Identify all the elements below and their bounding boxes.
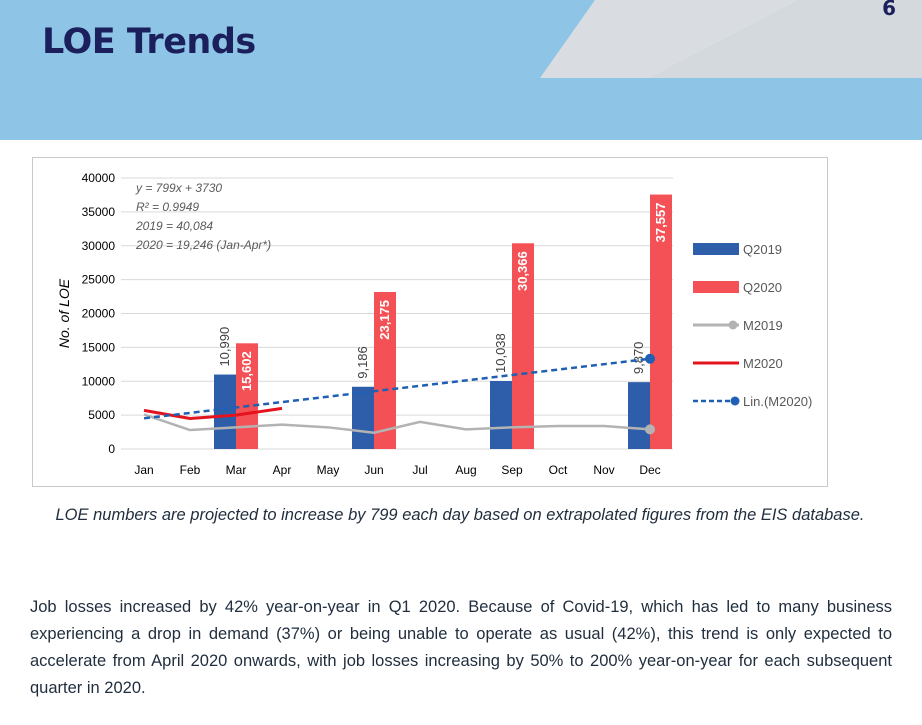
x-tick-label: Feb [180, 463, 201, 477]
chart-frame: 0 5000 10000 15000 20000 25000 30000 35000 40000… [32, 157, 828, 487]
x-tick-label: Dec [639, 463, 660, 477]
chart-caption: LOE numbers are projected to increase by… [55, 506, 865, 524]
equation-annotation: R² = 0.9949 [136, 200, 199, 214]
series-line-m2019 [143, 413, 651, 434]
trendline-marker [645, 353, 655, 364]
x-tick-label: Jun [364, 463, 383, 477]
equation-annotation: y = 799x + 3730 [135, 181, 222, 195]
data-label: 15,602 [239, 351, 254, 391]
x-tick-label: Jul [412, 463, 427, 477]
equation-annotation: 2020 = 19,246 (Jan-Apr*) [135, 238, 271, 252]
body-paragraph: Job losses increased by 42% year-on-year… [30, 598, 892, 697]
y-tick-label: 5000 [88, 408, 115, 422]
data-label: 37,557 [653, 203, 668, 243]
legend-label: M2020 [743, 356, 783, 371]
legend-swatch [728, 320, 738, 330]
data-label: 9,186 [355, 346, 370, 379]
bar-q2019 [352, 386, 374, 449]
x-tick-label: Oct [549, 463, 568, 477]
x-tick-label: Sep [501, 463, 523, 477]
y-tick-label: 35000 [82, 205, 116, 219]
data-label: 23,175 [377, 300, 392, 340]
bar-q2020 [512, 243, 534, 449]
legend-label: Q2020 [743, 280, 782, 295]
y-tick-label: 30000 [82, 239, 116, 253]
legend-swatch [693, 243, 739, 255]
y-tick-label: 25000 [82, 273, 116, 287]
data-label: 30,366 [515, 251, 530, 291]
bar-q2019 [214, 374, 236, 449]
x-tick-label: Apr [273, 463, 292, 477]
y-tick-label: 40000 [82, 171, 116, 185]
legend-swatch [693, 281, 739, 293]
y-tick-label: 10000 [82, 374, 116, 388]
x-tick-label: Jan [134, 463, 153, 477]
x-tick-label: Mar [226, 463, 247, 477]
legend-label: Q2019 [743, 242, 782, 257]
y-axis-label: No. of LOE [56, 278, 72, 348]
loe-chart: 0 5000 10000 15000 20000 25000 30000 35000 40000… [56, 171, 812, 477]
trendline [143, 357, 651, 420]
bar-q2020 [236, 343, 258, 449]
bar-q2019 [490, 380, 512, 449]
y-tick-label: 0 [108, 442, 115, 456]
bar-q2020 [374, 291, 396, 449]
bar-q2019 [628, 382, 650, 449]
x-tick-label: May [317, 463, 340, 477]
equation-annotation: 2019 = 40,084 [135, 219, 213, 233]
data-label: 10,038 [493, 333, 508, 373]
page-number: 6 [882, 0, 896, 20]
data-label: 9,870 [631, 342, 646, 375]
header-banner [0, 0, 922, 140]
page-title: LOE Trends [42, 22, 256, 62]
x-tick-label: Aug [455, 463, 476, 477]
bar-q2020 [650, 194, 672, 449]
series-marker-m2019 [645, 424, 655, 435]
legend-label: Lin.(M2020) [743, 394, 812, 409]
y-tick-label: 20000 [82, 307, 116, 321]
data-label: 10,990 [217, 327, 232, 367]
legend-swatch [730, 396, 740, 406]
legend-label: M2019 [743, 318, 783, 333]
x-tick-label: Nov [593, 463, 614, 477]
y-tick-label: 15000 [82, 340, 116, 354]
